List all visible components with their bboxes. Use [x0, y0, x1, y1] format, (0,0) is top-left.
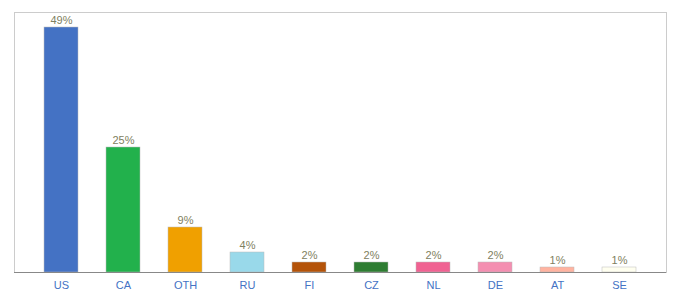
- svg-text:49%: 49%: [50, 14, 72, 26]
- svg-text:AT: AT: [551, 279, 565, 291]
- svg-text:2%: 2%: [426, 249, 442, 261]
- svg-text:OTH: OTH: [174, 279, 197, 291]
- svg-text:1%: 1%: [550, 254, 566, 266]
- svg-text:DE: DE: [488, 279, 503, 291]
- svg-text:US: US: [54, 279, 69, 291]
- svg-text:2%: 2%: [302, 249, 318, 261]
- svg-text:RU: RU: [240, 279, 256, 291]
- svg-text:2%: 2%: [488, 249, 504, 261]
- svg-text:SE: SE: [612, 279, 627, 291]
- svg-text:9%: 9%: [178, 214, 194, 226]
- svg-text:4%: 4%: [240, 239, 256, 251]
- svg-text:CZ: CZ: [364, 279, 379, 291]
- svg-text:1%: 1%: [612, 254, 628, 266]
- svg-text:25%: 25%: [112, 134, 134, 146]
- svg-text:NL: NL: [426, 279, 440, 291]
- svg-text:CA: CA: [116, 279, 132, 291]
- svg-text:2%: 2%: [364, 249, 380, 261]
- svg-text:FI: FI: [305, 279, 315, 291]
